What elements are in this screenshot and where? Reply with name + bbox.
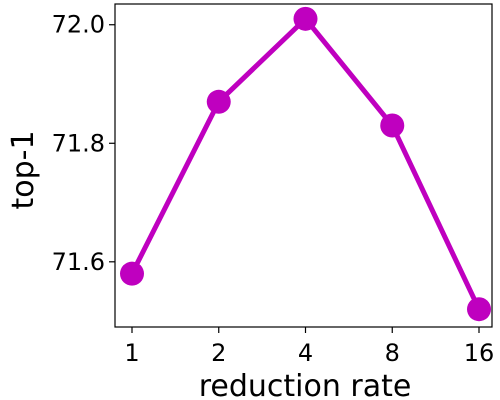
y-tick-label: 71.6 xyxy=(52,248,105,276)
x-tick-label: 2 xyxy=(211,339,226,367)
y-tick-label: 71.8 xyxy=(52,129,105,157)
data-point xyxy=(293,6,318,31)
x-axis-label: reduction rate xyxy=(199,369,412,400)
x-tick-label: 1 xyxy=(124,339,139,367)
data-point xyxy=(467,297,491,322)
plot-frame xyxy=(114,3,493,328)
data-point xyxy=(120,261,144,286)
x-tick-label: 16 xyxy=(464,339,495,367)
x-tick-label: 4 xyxy=(298,339,313,367)
plot-elements: 71.6 71.8 72.0 1 2 4 8 16 xyxy=(52,3,495,367)
y-tick-label: 72.0 xyxy=(52,11,105,39)
y-axis-label: top-1 xyxy=(6,130,41,209)
series-line xyxy=(129,16,482,312)
data-point xyxy=(206,89,231,114)
data-point xyxy=(380,113,405,138)
x-tick-label: 8 xyxy=(385,339,400,367)
